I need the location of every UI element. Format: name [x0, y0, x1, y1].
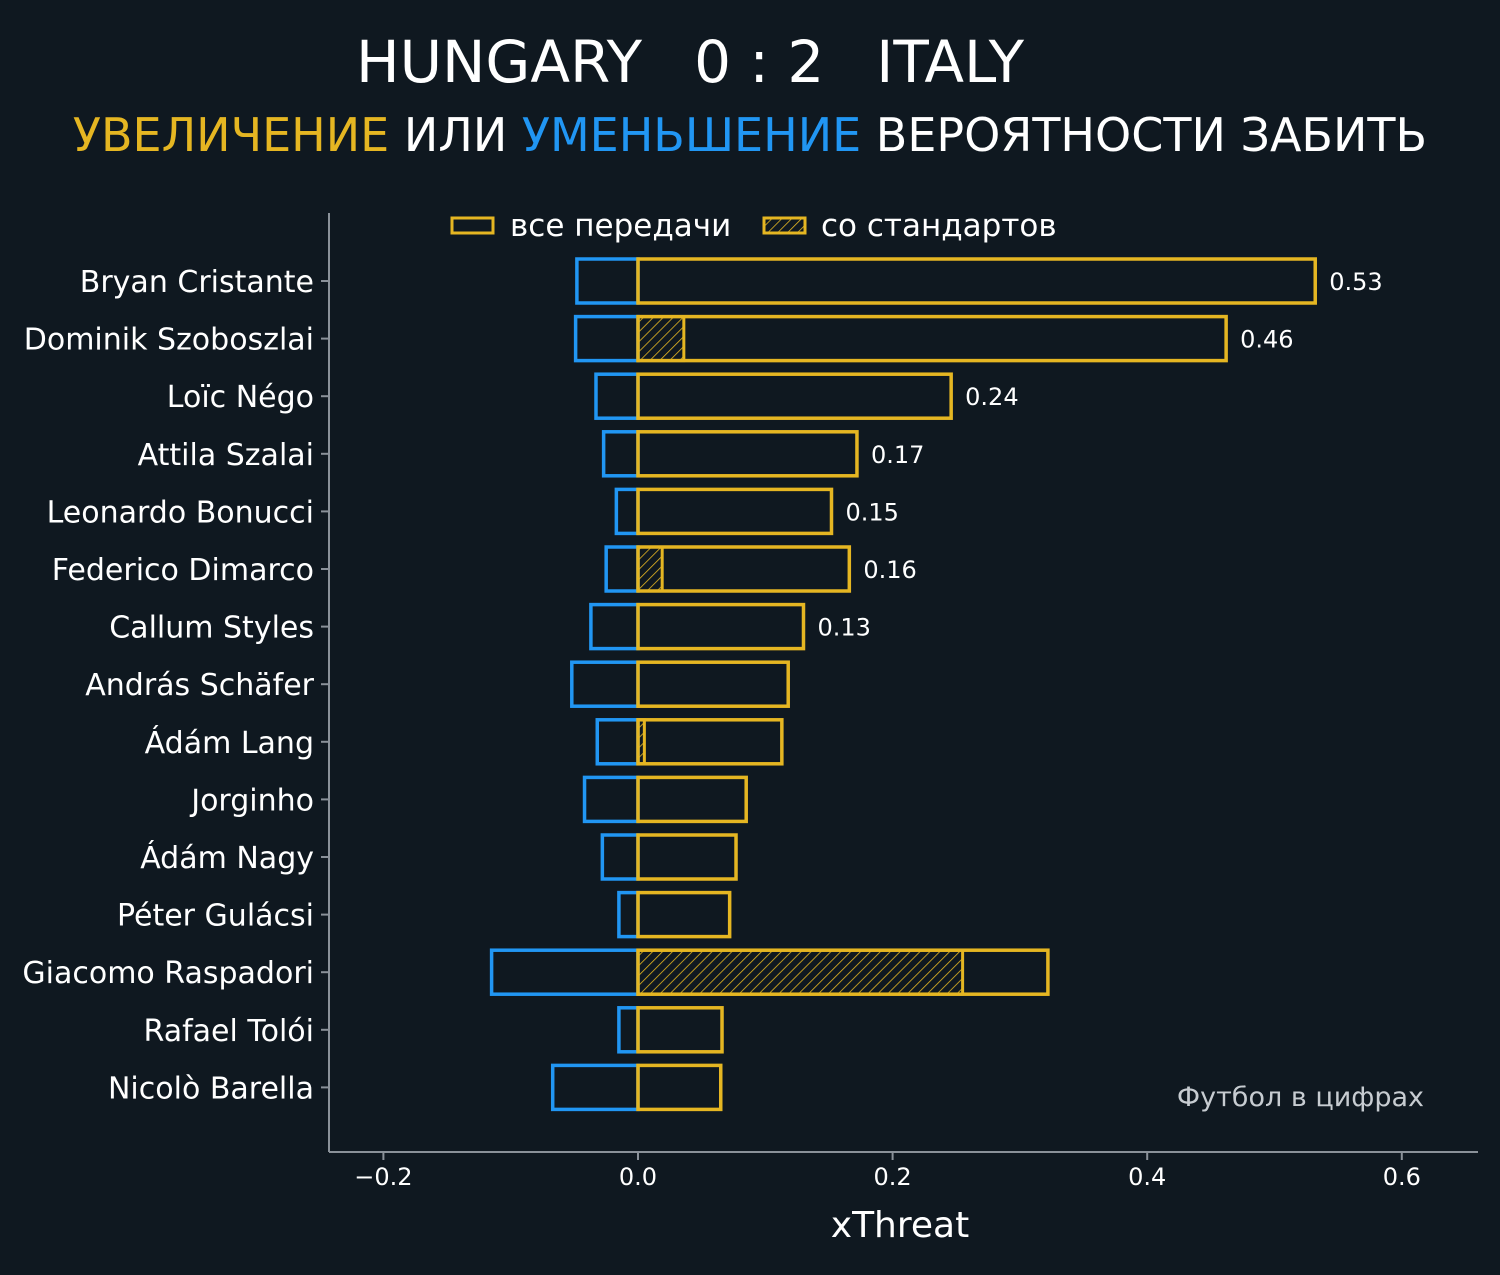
bar-negative [594, 372, 640, 420]
bar-negative [573, 314, 640, 363]
bar-negative [589, 602, 640, 651]
bar-negative [617, 1006, 640, 1054]
bar-positive [636, 948, 1050, 996]
player-label: Loïc Négo [167, 380, 314, 415]
bar-negative [570, 660, 640, 708]
value-label: 0.46 [1240, 326, 1293, 354]
bar-positive [636, 372, 953, 420]
bar-negative [600, 833, 640, 881]
player-label: Bryan Cristante [80, 265, 314, 300]
bar-negative [604, 545, 640, 593]
bar-positive [636, 660, 790, 708]
bar-set-pieces [636, 545, 664, 593]
away-team: ITALY [876, 28, 1025, 96]
bar-positive [636, 718, 784, 766]
bar-set-pieces [636, 948, 965, 996]
x-tick-label: −0.2 [354, 1163, 412, 1191]
player-label: Federico Dimarco [52, 553, 314, 588]
player-label: Attila Szalai [138, 438, 314, 473]
bar-positive [636, 1063, 723, 1112]
bar-positive [636, 314, 1228, 363]
x-tick-label: 0.0 [619, 1163, 657, 1191]
bar-positive [636, 602, 806, 651]
value-label: 0.53 [1329, 268, 1382, 296]
player-label: Giacomo Raspadori [22, 956, 314, 991]
value-label: 0.17 [871, 441, 924, 469]
legend-label-set-pieces: со стандартов [821, 208, 1057, 244]
bar-negative [489, 948, 640, 996]
bar-positive [636, 833, 738, 881]
bar-negative [617, 890, 640, 939]
bar-positive [636, 545, 852, 593]
subtitle-increase: УВЕЛИЧЕНИЕ [72, 108, 390, 162]
legend-label-all-passes: все передачи [510, 208, 731, 244]
legend-swatch-set-pieces [762, 216, 807, 235]
watermark: Футбол в цифрах [1177, 1082, 1424, 1113]
value-label: 0.16 [863, 556, 916, 584]
bar-negative [575, 257, 640, 305]
player-label: Dominik Szoboszlai [24, 323, 314, 358]
bar-set-pieces [636, 315, 686, 363]
player-label: Ádám Lang [145, 725, 314, 761]
bar-positive [636, 1006, 724, 1054]
bar-negative [595, 718, 640, 766]
bar-negative [614, 487, 640, 536]
player-label: Rafael Tolói [144, 1014, 314, 1049]
x-tick-label: 0.6 [1383, 1163, 1421, 1191]
bar-negative [601, 430, 640, 478]
subtitle-rest: ВЕРОЯТНОСТИ ЗАБИТЬ [875, 108, 1428, 162]
legend-swatch-all-passes [450, 216, 495, 235]
chart-subtitle: УВЕЛИЧЕНИЕ ИЛИ УМЕНЬШЕНИЕ ВЕРОЯТНОСТИ ЗА… [0, 108, 1500, 162]
bar-positive [636, 487, 834, 536]
x-axis-title: xThreat [831, 1205, 969, 1246]
home-team: HUNGARY [355, 28, 643, 96]
player-label: Callum Styles [109, 611, 314, 646]
player-label: Ádám Nagy [140, 840, 314, 876]
bar-negative [550, 1063, 640, 1112]
value-label: 0.13 [817, 614, 870, 642]
bar-positive [636, 890, 732, 939]
x-tick-label: 0.4 [1128, 1163, 1166, 1191]
player-label: András Schäfer [85, 668, 314, 703]
match-score: 0 : 2 [694, 28, 825, 96]
player-label: Nicolò Barella [108, 1071, 314, 1106]
bar-positive [636, 257, 1317, 305]
subtitle-or: ИЛИ [403, 108, 508, 162]
bar-negative [582, 775, 640, 824]
player-label: Péter Gulácsi [117, 899, 314, 934]
x-tick-label: 0.2 [874, 1163, 912, 1191]
value-label: 0.24 [965, 383, 1018, 411]
subtitle-decrease: УМЕНЬШЕНИЕ [521, 108, 862, 162]
value-label: 0.15 [845, 498, 898, 526]
player-label: Leonardo Bonucci [47, 495, 314, 530]
bar-positive [636, 775, 748, 824]
bar-positive [636, 430, 859, 478]
match-title: HUNGARY 0 : 2 ITALY [0, 28, 1380, 96]
player-label: Jorginho [189, 783, 314, 818]
